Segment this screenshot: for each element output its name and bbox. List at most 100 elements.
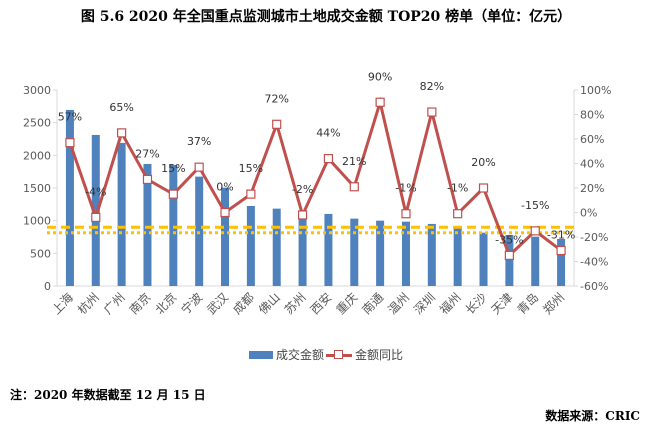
data-label: 15% [161,162,185,175]
data-label: -4% [85,185,106,198]
right-tick-label: 40% [580,158,604,171]
x-tick-label: 南通 [359,290,387,318]
growth-marker-重庆 [349,182,359,192]
legend-line-label: 金额同比 [355,348,404,362]
right-tick-label: 60% [580,133,604,146]
chart-title: 图 5.6 2020 年全国重点监测城市土地成交金额 TOP20 榜单（单位：亿… [80,9,572,25]
bar-广州 [117,142,126,286]
x-tick-label: 长沙 [463,290,490,317]
bar-青岛 [531,236,540,286]
left-tick-label: 1500 [23,182,51,195]
bar-福州 [453,226,462,286]
bar-杭州 [91,134,100,286]
x-tick-label: 北京 [153,290,180,317]
bar-郑州 [557,238,566,286]
x-tick-label: 西安 [307,290,335,318]
legend-line-swatch [326,349,352,361]
x-tick-label: 佛山 [256,290,283,317]
growth-marker-宁波 [194,162,204,172]
growth-marker-广州 [117,128,127,138]
data-label: 57% [58,111,82,124]
chart: 0 500 1000 1500 2000 2500 3000 -60% -40% -20% 0% 20… [23,70,611,318]
legend-bar-label: 成交金额 [275,348,324,362]
right-tick-label: 100% [580,84,611,97]
data-label: -15% [521,199,549,212]
x-tick-label: 青岛 [514,290,542,318]
growth-marker-成都 [246,189,256,199]
growth-marker-西安 [323,154,334,164]
bar-北京 [169,164,178,286]
growth-marker-杭州 [91,212,101,222]
data-label: 72% [264,92,288,105]
data-label: 20% [471,156,495,169]
data-label: 21% [342,155,366,168]
legend-bar-swatch [248,350,273,359]
x-tick-label: 上海 [48,290,76,318]
growth-marker-佛山 [272,119,282,129]
x-tick-label: 温州 [385,290,412,317]
x-tick-label: 深圳 [411,290,438,317]
left-tick-label: 3000 [23,84,51,97]
right-tick-label: 20% [580,182,604,195]
left-tick-label: 0 [44,280,51,293]
x-tick-label: 苏州 [282,290,309,317]
bar-南京 [143,163,152,286]
left-tick-label: 2000 [23,149,51,162]
data-label: 90% [368,70,392,83]
footnote: 注：2020 年数据截至 12 月 15 日 [10,388,206,402]
bar-南通 [376,220,385,286]
data-label: 15% [239,162,263,175]
left-tick-label: 2500 [23,117,51,130]
data-label: 0% [216,181,233,194]
right-tick-label: 80% [580,109,604,122]
bar-长沙 [479,232,488,286]
data-label: 82% [420,80,444,93]
bar-重庆 [350,218,359,286]
data-label: -31% [547,228,575,241]
growth-marker-南京 [142,174,153,185]
x-tick-label: 天津 [489,290,516,317]
growth-marker-郑州 [556,245,566,256]
source-note: 数据来源：CRIC [545,409,640,423]
right-tick-label: -60% [580,280,608,293]
growth-marker-天津 [504,250,514,260]
bar-苏州 [298,217,307,286]
data-label: 44% [316,127,340,140]
left-tick-label: 1000 [23,215,51,228]
x-tick-label: 武汉 [204,290,231,317]
x-tick-label: 成都 [230,290,257,317]
x-tick-label: 福州 [436,290,464,318]
x-tick-label: 郑州 [540,290,568,318]
data-label: -1% [447,182,468,195]
bar-温州 [401,221,410,286]
data-label: 65% [109,101,133,114]
legend: 成交金额 金额同比 [0,346,652,363]
bar-成都 [246,205,255,286]
x-tick-label: 宁波 [178,290,206,318]
bar-上海 [65,109,74,286]
data-label: -2% [292,183,313,196]
growth-marker-青岛 [530,226,540,236]
growth-marker-深圳 [427,107,437,117]
growth-marker-上海 [65,138,75,148]
data-label: -35% [495,233,523,246]
growth-marker-温州 [401,209,411,219]
growth-marker-福州 [453,209,463,219]
growth-marker-北京 [168,189,178,199]
data-label: 37% [187,135,211,148]
x-tick-label: 广州 [101,290,128,317]
bar-武汉 [221,187,230,286]
bar-天津 [505,235,514,286]
growth-marker-南通 [375,97,385,107]
left-tick-label: 500 [30,247,51,260]
growth-marker-武汉 [220,207,230,218]
bar-佛山 [272,208,281,286]
bar-深圳 [427,223,436,286]
data-label: -1% [395,182,416,195]
bar-西安 [324,213,333,286]
growth-marker-苏州 [297,210,308,220]
x-tick-label: 南京 [126,290,154,318]
x-tick-label: 重庆 [334,290,361,317]
x-tick-label: 杭州 [74,290,102,318]
growth-marker-长沙 [478,183,489,193]
